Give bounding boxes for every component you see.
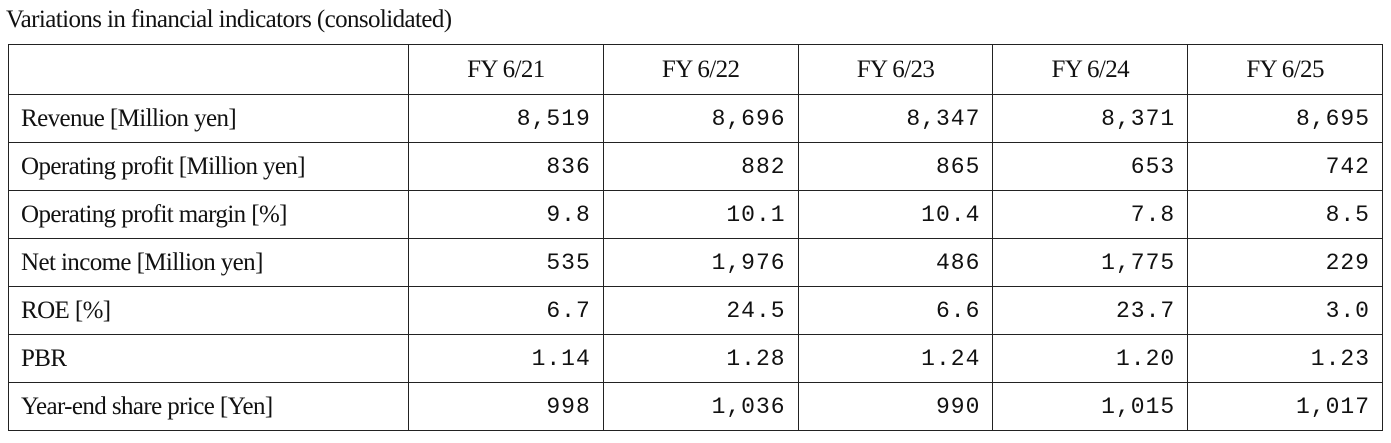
cell-value: 8,519 [408, 94, 604, 143]
row-label: Year-end share price [Yen] [8, 382, 409, 431]
column-header: FY 6/21 [408, 44, 604, 95]
cell-value: 653 [992, 142, 1189, 191]
cell-value: 865 [797, 142, 994, 191]
column-header: FY 6/23 [797, 44, 994, 95]
cell-value: 8,347 [797, 94, 994, 143]
row-label: Operating profit margin [%] [8, 190, 409, 239]
table-row: Net income [Million yen] 535 1,976 486 1,775… [8, 238, 1383, 287]
column-header: FY 6/24 [992, 44, 1189, 95]
cell-value: 990 [797, 382, 994, 431]
cell-value: 882 [602, 142, 799, 191]
cell-value: 1.28 [602, 334, 799, 383]
cell-value: 8,696 [602, 94, 799, 143]
cell-value: 535 [408, 238, 604, 287]
cell-value: 1.23 [1187, 334, 1383, 383]
cell-value: 1.20 [992, 334, 1189, 383]
cell-value: 1,036 [602, 382, 799, 431]
cell-value: 10.1 [602, 190, 799, 239]
column-header: FY 6/22 [602, 44, 799, 95]
row-label: Operating profit [Million yen] [8, 142, 409, 191]
table-row: Year-end share price [Yen] 998 1,036 990 1,0… [8, 382, 1383, 431]
table-title: Variations in financial indicators (cons… [6, 6, 452, 33]
cell-value: 1,775 [992, 238, 1189, 287]
header-corner [8, 44, 409, 95]
row-label: PBR [8, 334, 409, 383]
cell-value: 7.8 [992, 190, 1189, 239]
cell-value: 486 [797, 238, 994, 287]
cell-value: 1.14 [408, 334, 604, 383]
cell-value: 229 [1187, 238, 1383, 287]
table-row: ROE [%] 6.7 24.5 6.6 23.7 3.0 [8, 286, 1383, 335]
cell-value: 1.24 [797, 334, 994, 383]
cell-value: 9.8 [408, 190, 604, 239]
cell-value: 6.6 [797, 286, 994, 335]
table-row: Operating profit [Million yen] 836 882 865 6… [8, 142, 1383, 191]
cell-value: 1,017 [1187, 382, 1383, 431]
cell-value: 23.7 [992, 286, 1189, 335]
cell-value: 998 [408, 382, 604, 431]
cell-value: 3.0 [1187, 286, 1383, 335]
cell-value: 8,695 [1187, 94, 1383, 143]
cell-value: 8,371 [992, 94, 1189, 143]
row-label: Net income [Million yen] [8, 238, 409, 287]
cell-value: 1,015 [992, 382, 1189, 431]
cell-value: 836 [408, 142, 604, 191]
cell-value: 742 [1187, 142, 1383, 191]
row-label: Revenue [Million yen] [8, 94, 409, 143]
cell-value: 1,976 [602, 238, 799, 287]
cell-value: 6.7 [408, 286, 604, 335]
table-row: Operating profit margin [%] 9.8 10.1 10.4 7.… [8, 190, 1383, 239]
row-label: ROE [%] [8, 286, 409, 335]
header-row: FY 6/21 FY 6/22 FY 6/23 FY 6/24 FY 6/25 [8, 44, 1383, 95]
column-header: FY 6/25 [1187, 44, 1383, 95]
cell-value: 24.5 [602, 286, 799, 335]
cell-value: 10.4 [797, 190, 994, 239]
financial-table: FY 6/21 FY 6/22 FY 6/23 FY 6/24 FY 6/25 Reve… [8, 44, 1383, 431]
table-row: PBR 1.14 1.28 1.24 1.20 1.23 [8, 334, 1383, 383]
table-row: Revenue [Million yen] 8,519 8,696 8,347 8,37… [8, 94, 1383, 143]
cell-value: 8.5 [1187, 190, 1383, 239]
